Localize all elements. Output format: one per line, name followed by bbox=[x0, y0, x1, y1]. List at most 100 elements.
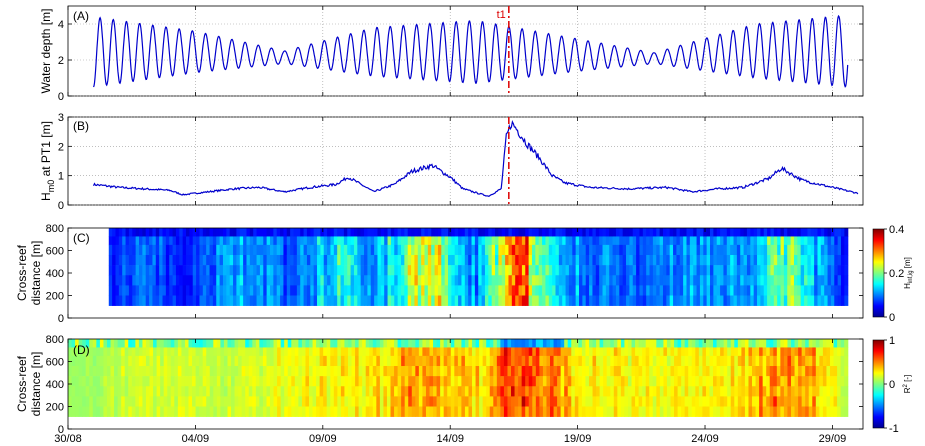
heat-cell bbox=[300, 255, 305, 266]
heat-cell bbox=[186, 228, 190, 237]
heat-cell bbox=[767, 236, 772, 246]
heat-cell bbox=[301, 406, 307, 417]
heat-cell bbox=[610, 396, 615, 407]
heat-cell bbox=[741, 386, 746, 397]
heat-cell bbox=[808, 347, 813, 357]
heat-cell bbox=[777, 255, 782, 266]
heat-cell bbox=[390, 396, 395, 407]
heat-cell bbox=[408, 386, 413, 397]
heat-cell bbox=[213, 376, 218, 387]
heat-cell bbox=[613, 376, 618, 387]
heat-cell bbox=[808, 396, 813, 407]
panel-d-colorbar-ticks: -101 bbox=[884, 335, 899, 435]
x-tick-label-6: 29/09 bbox=[819, 433, 847, 445]
heat-cell bbox=[145, 355, 151, 367]
heat-cell bbox=[599, 265, 604, 276]
heat-cell bbox=[610, 366, 615, 377]
heat-cell bbox=[716, 244, 721, 256]
heat-cell bbox=[689, 255, 694, 266]
heat-cell bbox=[791, 355, 796, 367]
heat-cell bbox=[115, 236, 120, 246]
heat-cell bbox=[340, 244, 345, 256]
heat-cell bbox=[766, 339, 771, 348]
x-tick-label-1: 04/09 bbox=[182, 433, 210, 445]
heat-cell bbox=[627, 366, 633, 377]
heat-cell bbox=[572, 236, 577, 246]
heat-cell bbox=[827, 228, 832, 237]
heat-cell bbox=[149, 396, 154, 407]
heat-cell bbox=[155, 255, 160, 266]
heat-cell bbox=[293, 265, 298, 276]
heat-cell bbox=[327, 236, 332, 246]
heat-cell bbox=[179, 255, 184, 266]
heat-cell bbox=[557, 406, 562, 417]
heat-cell bbox=[736, 244, 741, 256]
heat-cell bbox=[323, 285, 328, 296]
heat-cell bbox=[283, 255, 288, 266]
heat-cell bbox=[646, 265, 651, 276]
heat-cell bbox=[493, 347, 498, 357]
heat-cell bbox=[769, 396, 774, 407]
heat-cell bbox=[464, 295, 469, 306]
heat-cell bbox=[159, 295, 164, 306]
heat-cell bbox=[560, 406, 565, 417]
heat-cell bbox=[390, 295, 395, 306]
heat-cell bbox=[474, 244, 479, 256]
heat-cell bbox=[571, 355, 576, 367]
heat-cell bbox=[736, 285, 741, 296]
heat-cell bbox=[337, 339, 342, 348]
heat-cell bbox=[472, 376, 477, 387]
heat-cell bbox=[291, 386, 296, 397]
heat-cell bbox=[787, 347, 792, 357]
heat-cell bbox=[394, 339, 399, 348]
heat-cell bbox=[489, 396, 494, 407]
heat-cell bbox=[394, 285, 399, 296]
heat-cell bbox=[71, 347, 76, 357]
heat-cell bbox=[696, 285, 701, 296]
heat-cell bbox=[615, 228, 620, 237]
heat-cell bbox=[337, 406, 342, 417]
heat-cell bbox=[656, 265, 661, 276]
heat-cell bbox=[632, 228, 637, 237]
heat-cell bbox=[461, 285, 466, 296]
heat-cell bbox=[787, 295, 792, 306]
heat-cell bbox=[500, 355, 505, 367]
heat-cell bbox=[340, 339, 346, 348]
heat-cell bbox=[770, 285, 775, 296]
heat-cell bbox=[340, 265, 345, 276]
heat-cell bbox=[418, 406, 424, 417]
heat-cell bbox=[478, 228, 483, 237]
heat-cell bbox=[702, 347, 707, 357]
heat-cell bbox=[202, 275, 207, 286]
heat-cell bbox=[498, 295, 503, 306]
heat-cell bbox=[241, 347, 246, 357]
heat-cell bbox=[96, 347, 101, 357]
heat-cell bbox=[270, 355, 275, 367]
heat-cell bbox=[619, 295, 624, 306]
heat-cell bbox=[103, 355, 108, 367]
heat-cell bbox=[635, 339, 640, 348]
heat-cell bbox=[693, 228, 698, 237]
heat-cell bbox=[617, 339, 622, 348]
heat-cell bbox=[284, 406, 289, 417]
heat-cell bbox=[568, 265, 573, 276]
heat-cell bbox=[239, 255, 244, 266]
heat-cell bbox=[155, 236, 160, 246]
heat-cell bbox=[762, 366, 767, 377]
heat-cell bbox=[801, 396, 806, 407]
heat-cell bbox=[125, 244, 130, 256]
heat-cell bbox=[599, 355, 604, 367]
heat-cell bbox=[684, 386, 689, 397]
heat-cell bbox=[750, 228, 755, 237]
heat-cell bbox=[834, 228, 839, 237]
heat-cell bbox=[515, 244, 520, 256]
heat-cell bbox=[787, 355, 792, 367]
heat-cell bbox=[192, 285, 197, 296]
heat-cell bbox=[763, 275, 768, 286]
heat-cell bbox=[78, 355, 83, 367]
heat-cell bbox=[118, 275, 123, 286]
heat-cell bbox=[585, 295, 590, 306]
heat-cell bbox=[585, 396, 590, 407]
heat-cell bbox=[733, 244, 738, 256]
